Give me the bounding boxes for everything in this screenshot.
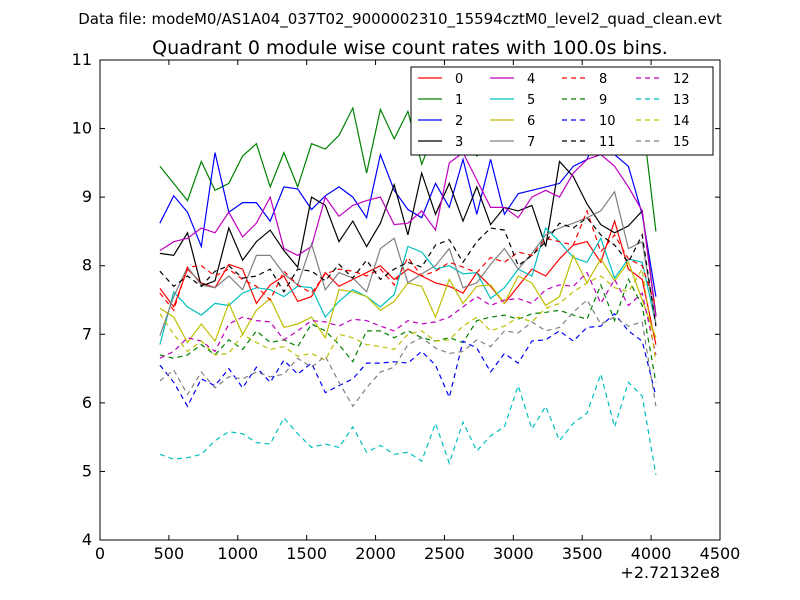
series-line-13 bbox=[159, 372, 657, 476]
x-tick-label: 2000 bbox=[355, 544, 396, 563]
legend-item-0: 0 bbox=[418, 72, 463, 87]
legend-item-3: 3 bbox=[418, 135, 463, 150]
legend-item-7: 7 bbox=[490, 135, 535, 150]
series-line-11 bbox=[159, 216, 657, 327]
series-line-4 bbox=[159, 151, 657, 318]
figure-suptitle: Data file: modeM0/AS1A04_037T02_90000023… bbox=[78, 10, 722, 29]
series-layer bbox=[159, 79, 657, 476]
x-axis: 0 500 1000 1500 2000 2500 3000 3500 4000 4500 bbox=[95, 60, 740, 563]
y-tick-label: 8 bbox=[82, 256, 92, 275]
legend-item-6: 6 bbox=[490, 114, 535, 129]
x-tick-label: 4000 bbox=[631, 544, 672, 563]
x-offset-label: +2.72132e8 bbox=[620, 563, 720, 582]
legend-item-10: 10 bbox=[562, 114, 616, 129]
legend-label: 8 bbox=[599, 72, 607, 87]
legend-item-13: 13 bbox=[636, 93, 690, 108]
legend-label: 9 bbox=[599, 93, 607, 108]
legend-label: 11 bbox=[599, 135, 616, 150]
series-line-3 bbox=[159, 160, 657, 316]
x-tick-label: 1000 bbox=[217, 544, 258, 563]
x-tick-label: 4500 bbox=[700, 544, 741, 563]
chart-title: Quadrant 0 module wise count rates with … bbox=[152, 37, 668, 59]
legend-label: 14 bbox=[673, 114, 690, 129]
legend-label: 12 bbox=[673, 72, 690, 87]
legend-item-2: 2 bbox=[418, 114, 463, 129]
y-tick-label: 9 bbox=[82, 187, 92, 206]
y-tick-label: 7 bbox=[82, 324, 92, 343]
x-tick-label: 0 bbox=[95, 544, 105, 563]
legend-item-9: 9 bbox=[562, 93, 607, 108]
legend-label: 1 bbox=[455, 93, 463, 108]
y-tick-label: 6 bbox=[82, 393, 92, 412]
legend-item-12: 12 bbox=[636, 72, 690, 87]
x-tick-label: 3500 bbox=[562, 544, 603, 563]
series-line-5 bbox=[159, 226, 657, 345]
legend-label: 7 bbox=[527, 135, 535, 150]
series-line-2 bbox=[159, 123, 657, 297]
legend-item-14: 14 bbox=[636, 114, 690, 129]
series-line-12 bbox=[159, 271, 657, 359]
series-line-9 bbox=[159, 277, 657, 383]
x-tick-label: 3000 bbox=[493, 544, 534, 563]
legend-label: 4 bbox=[527, 72, 535, 87]
legend-box bbox=[410, 66, 714, 156]
legend-label: 3 bbox=[455, 135, 463, 150]
y-tick-label: 11 bbox=[72, 50, 92, 69]
x-tick-label: 500 bbox=[154, 544, 185, 563]
legend-item-5: 5 bbox=[490, 93, 535, 108]
legend-label: 15 bbox=[673, 135, 690, 150]
series-line-8 bbox=[159, 209, 657, 312]
legend-label: 5 bbox=[527, 93, 535, 108]
x-tick-label: 2500 bbox=[424, 544, 465, 563]
legend-label: 0 bbox=[455, 72, 463, 87]
legend-label: 2 bbox=[455, 114, 463, 129]
legend-item-1: 1 bbox=[418, 93, 463, 108]
x-tick-label: 1500 bbox=[286, 544, 327, 563]
y-tick-label: 4 bbox=[82, 530, 92, 549]
legend-item-11: 11 bbox=[562, 135, 616, 150]
plot-frame bbox=[99, 59, 721, 541]
y-tick-label: 10 bbox=[72, 119, 92, 138]
legend-item-4: 4 bbox=[490, 72, 535, 87]
series-line-14 bbox=[159, 267, 657, 362]
legend-item-8: 8 bbox=[562, 72, 607, 87]
y-tick-label: 5 bbox=[82, 461, 92, 480]
legend-label: 13 bbox=[673, 93, 690, 108]
legend-label: 10 bbox=[599, 114, 616, 129]
legend-label: 6 bbox=[527, 114, 535, 129]
series-line-7 bbox=[159, 190, 657, 336]
legend-item-15: 15 bbox=[636, 135, 690, 150]
